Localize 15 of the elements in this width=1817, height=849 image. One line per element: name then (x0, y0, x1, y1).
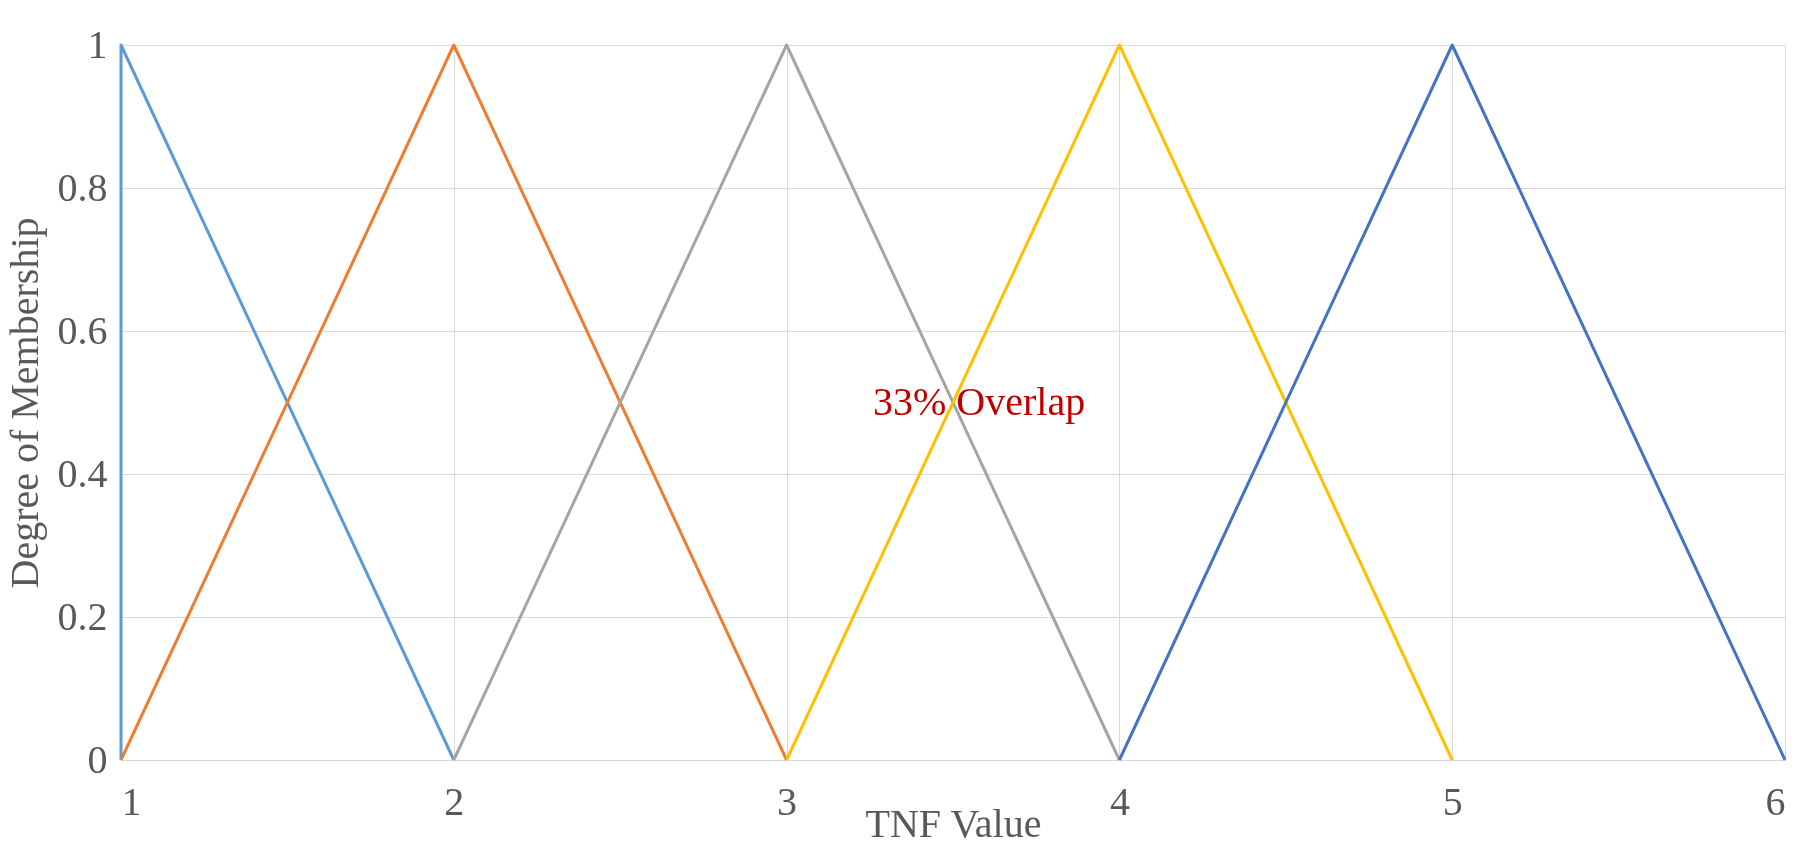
y-tick-label: 0.6 (57, 307, 108, 353)
y-axis-title: Degree of Membership (1, 217, 47, 589)
x-tick-label: 3 (777, 778, 798, 824)
y-tick-label: 1 (87, 21, 108, 67)
y-tick-label: 0 (87, 736, 108, 782)
x-tick-label: 4 (1109, 778, 1130, 824)
annotation: 33% Overlap (873, 378, 1086, 424)
y-tick-label: 0.8 (57, 164, 108, 210)
y-tick-label: 0.2 (57, 593, 108, 639)
x-tick-label: 6 (1765, 778, 1786, 824)
x-tick-label: 5 (1442, 778, 1463, 824)
x-axis-title: TNF Value (865, 800, 1042, 846)
y-tick-label: 0.4 (57, 450, 108, 496)
x-tick-label: 2 (444, 778, 465, 824)
x-tick-label: 1 (121, 778, 142, 824)
